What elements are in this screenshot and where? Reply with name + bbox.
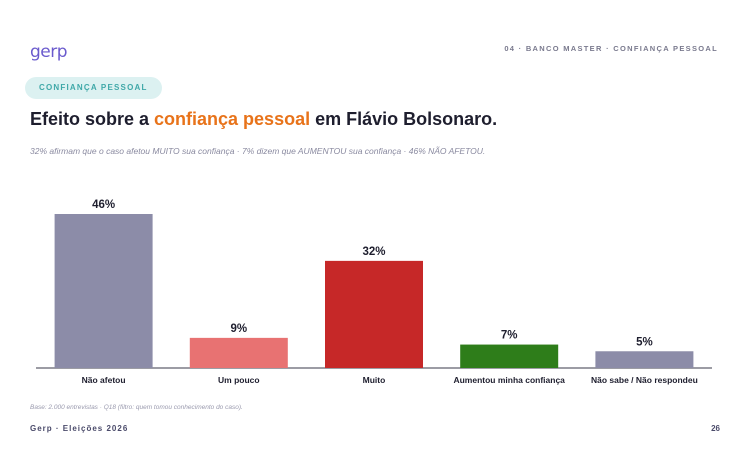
bar [54,214,153,368]
bar [460,344,559,368]
page-subtitle: 32% afirmam que o caso afetou MUITO sua … [30,146,486,156]
gerp-logo: gerp [30,38,68,62]
bar [189,337,288,368]
x-tick-label: Não afetou [82,375,126,385]
data-label: 32% [362,246,385,258]
x-tick-label: Aumentou minha confiança [453,375,565,385]
bar [595,351,694,368]
x-tick-label: Muito [363,375,386,385]
data-label: 9% [230,323,247,335]
x-tick-label: Não sabe / Não respondeu [591,375,698,385]
source-note: Base: 2.000 entrevistas · Q18 (filtro: q… [30,404,243,411]
data-label: 7% [501,330,518,342]
section-breadcrumb: 04 · BANCO MASTER · CONFIANÇA PESSOAL [504,44,718,53]
title-suffix: em Flávio Bolsonaro. [310,109,498,129]
section-tag: CONFIANÇA PESSOAL [25,77,162,99]
title-prefix: Efeito sobre a [30,109,155,129]
bar [325,260,423,368]
page-number: 26 [711,424,720,433]
bar-chart: 46% Não afetou 9% Um pouco 32% Muito 7% Aumento… [36,199,712,385]
data-label: 5% [636,336,653,348]
data-label: 46% [92,199,115,211]
x-tick-label: Um pouco [218,375,260,385]
page-title: Efeito sobre a confiança pessoal em Fláv… [30,109,497,130]
logo-text: gerp [30,42,68,62]
footer-brand: Gerp · Eleições 2026 [30,424,129,433]
title-highlight: confiança pessoal [154,109,311,129]
